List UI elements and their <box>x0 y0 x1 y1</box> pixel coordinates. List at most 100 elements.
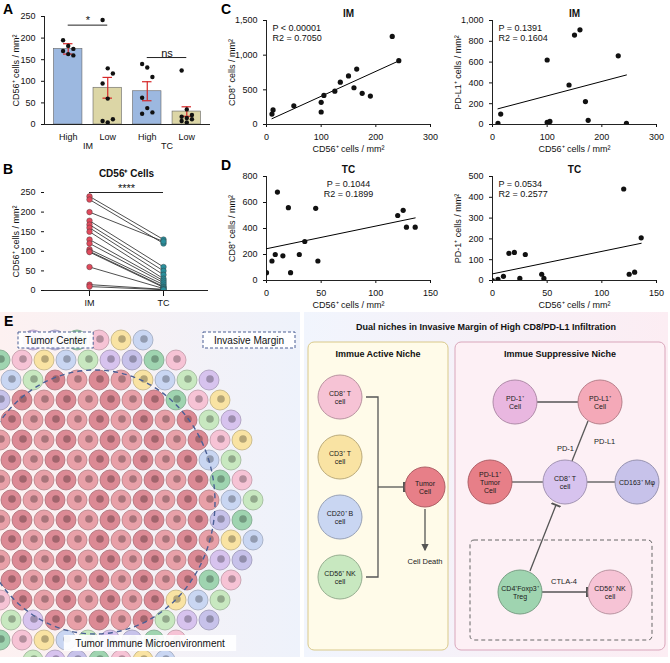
svg-text:300: 300 <box>423 132 438 142</box>
svg-text:CD8⁺ Tcell: CD8⁺ Tcell <box>554 475 577 490</box>
svg-text:0: 0 <box>478 119 483 129</box>
svg-text:1,000: 1,000 <box>461 15 484 25</box>
svg-text:P = 0.1391R2 = 0.1604: P = 0.1391R2 = 0.1604 <box>499 23 548 43</box>
svg-text:High: High <box>59 132 78 142</box>
svg-text:P = 0.1044R2 = 0.1899: P = 0.1044R2 = 0.1899 <box>324 179 373 199</box>
svg-text:CD56⁺ cells / mm²: CD56⁺ cells / mm² <box>538 300 610 310</box>
svg-text:IM: IM <box>343 8 354 19</box>
svg-text:100: 100 <box>594 288 609 298</box>
svg-text:*: * <box>86 14 91 26</box>
svg-text:E: E <box>4 313 13 329</box>
svg-text:Invasive Margin: Invasive Margin <box>214 335 284 346</box>
svg-text:P = 0.0534R2 = 0.2577: P = 0.0534R2 = 0.2577 <box>499 179 548 199</box>
svg-text:0: 0 <box>490 288 495 298</box>
svg-text:CD56⁺ NKcell: CD56⁺ NKcell <box>594 585 626 600</box>
svg-text:Tumor Center: Tumor Center <box>25 335 87 346</box>
svg-text:PD-L1⁺TumorCell: PD-L1⁺TumorCell <box>479 471 502 494</box>
svg-text:TumorCell: TumorCell <box>415 480 436 495</box>
svg-text:CD56⁺ cells / mm²: CD56⁺ cells / mm² <box>11 205 21 277</box>
svg-text:CD163⁺ Mφ: CD163⁺ Mφ <box>619 479 656 487</box>
svg-text:800: 800 <box>468 36 483 46</box>
svg-text:200: 200 <box>20 33 35 43</box>
svg-text:500: 500 <box>468 171 483 181</box>
svg-text:PD-L1⁺Cell: PD-L1⁺Cell <box>589 395 612 410</box>
svg-text:200: 200 <box>20 207 35 217</box>
svg-text:50: 50 <box>316 288 326 298</box>
svg-text:CD20⁺ Bcell: CD20⁺ Bcell <box>327 510 354 525</box>
svg-text:TC: TC <box>342 164 355 175</box>
svg-text:Tumor Immune Microenvironment: Tumor Immune Microenvironment <box>75 638 225 649</box>
svg-text:150: 150 <box>649 288 664 298</box>
svg-text:Low: Low <box>179 132 196 142</box>
svg-text:150: 150 <box>20 55 35 65</box>
svg-text:100: 100 <box>540 132 555 142</box>
svg-text:250: 250 <box>20 187 35 197</box>
svg-text:400: 400 <box>468 78 483 88</box>
svg-text:Low: Low <box>99 132 116 142</box>
svg-text:ns: ns <box>161 47 173 59</box>
svg-text:0: 0 <box>252 119 257 129</box>
svg-text:CD56⁺ Cells: CD56⁺ Cells <box>99 168 155 179</box>
svg-text:0: 0 <box>30 285 35 295</box>
svg-text:TC: TC <box>568 164 581 175</box>
svg-text:250: 250 <box>20 11 35 21</box>
svg-text:50: 50 <box>25 98 35 108</box>
svg-text:CD56⁺ cells / mm²: CD56⁺ cells / mm² <box>312 300 384 310</box>
svg-text:300: 300 <box>468 213 483 223</box>
svg-text:400: 400 <box>468 192 483 202</box>
svg-text:Immue Suppressive Niche: Immue Suppressive Niche <box>504 349 616 359</box>
svg-text:600: 600 <box>468 57 483 67</box>
svg-text:CD8⁺ Tcell: CD8⁺ Tcell <box>329 390 352 405</box>
svg-text:CTLA-4: CTLA-4 <box>551 577 577 586</box>
svg-text:0: 0 <box>490 132 495 142</box>
svg-text:400: 400 <box>242 223 257 233</box>
svg-text:0: 0 <box>264 288 269 298</box>
svg-text:100: 100 <box>20 246 35 256</box>
svg-text:100: 100 <box>314 132 329 142</box>
svg-text:150: 150 <box>423 288 438 298</box>
svg-text:0: 0 <box>264 132 269 142</box>
svg-text:IM: IM <box>569 8 580 19</box>
svg-text:PD-L1⁺ cells / mm²: PD-L1⁺ cells / mm² <box>453 35 463 110</box>
svg-text:CD8⁺ cells / mm²: CD8⁺ cells / mm² <box>227 39 237 106</box>
svg-text:500: 500 <box>242 85 257 95</box>
svg-text:PD-1⁺ cells / mm²: PD-1⁺ cells / mm² <box>453 194 463 264</box>
svg-text:TC: TC <box>161 141 173 151</box>
svg-text:100: 100 <box>368 288 383 298</box>
svg-text:1,000: 1,000 <box>235 50 258 60</box>
svg-text:100: 100 <box>468 255 483 265</box>
svg-text:High: High <box>138 132 157 142</box>
svg-text:CD56⁺ cells / mm²: CD56⁺ cells / mm² <box>11 34 21 106</box>
svg-text:PD-L1: PD-L1 <box>594 437 615 446</box>
svg-text:CD56⁺ cells / mm²: CD56⁺ cells / mm² <box>538 144 610 154</box>
svg-text:200: 200 <box>368 132 383 142</box>
svg-text:1,500: 1,500 <box>235 15 258 25</box>
svg-text:IM: IM <box>83 141 93 151</box>
svg-text:P < 0.00001R2 = 0.7050: P < 0.00001R2 = 0.7050 <box>273 23 322 43</box>
svg-text:150: 150 <box>20 227 35 237</box>
svg-text:50: 50 <box>25 266 35 276</box>
svg-text:Cell Death: Cell Death <box>407 557 442 566</box>
svg-text:****: **** <box>118 182 136 194</box>
svg-text:TC: TC <box>158 298 170 308</box>
svg-text:100: 100 <box>20 76 35 86</box>
svg-text:0: 0 <box>478 275 483 285</box>
svg-text:200: 200 <box>594 132 609 142</box>
svg-text:PD-1: PD-1 <box>557 444 574 453</box>
svg-text:PD-1⁺Cell: PD-1⁺Cell <box>506 395 525 410</box>
svg-text:CD8⁺ cells / mm²: CD8⁺ cells / mm² <box>227 195 237 262</box>
svg-text:IM: IM <box>85 298 95 308</box>
svg-text:0: 0 <box>252 275 257 285</box>
svg-text:800: 800 <box>242 171 257 181</box>
svg-text:CD56⁺ NKcell: CD56⁺ NKcell <box>324 570 356 585</box>
svg-text:0: 0 <box>30 119 35 129</box>
svg-text:300: 300 <box>649 132 664 142</box>
svg-text:CD56⁺ cells / mm²: CD56⁺ cells / mm² <box>312 144 384 154</box>
svg-text:Immue Active Niche: Immue Active Niche <box>335 349 420 359</box>
svg-text:200: 200 <box>242 249 257 259</box>
svg-text:CD4⁺Foxp3⁺Treg: CD4⁺Foxp3⁺Treg <box>501 585 539 601</box>
svg-text:Dual niches in Invasive Margin: Dual niches in Invasive Margin of High C… <box>356 322 616 332</box>
svg-text:CD3⁺ Tcell: CD3⁺ Tcell <box>329 450 352 465</box>
svg-text:200: 200 <box>468 99 483 109</box>
svg-text:200: 200 <box>468 234 483 244</box>
